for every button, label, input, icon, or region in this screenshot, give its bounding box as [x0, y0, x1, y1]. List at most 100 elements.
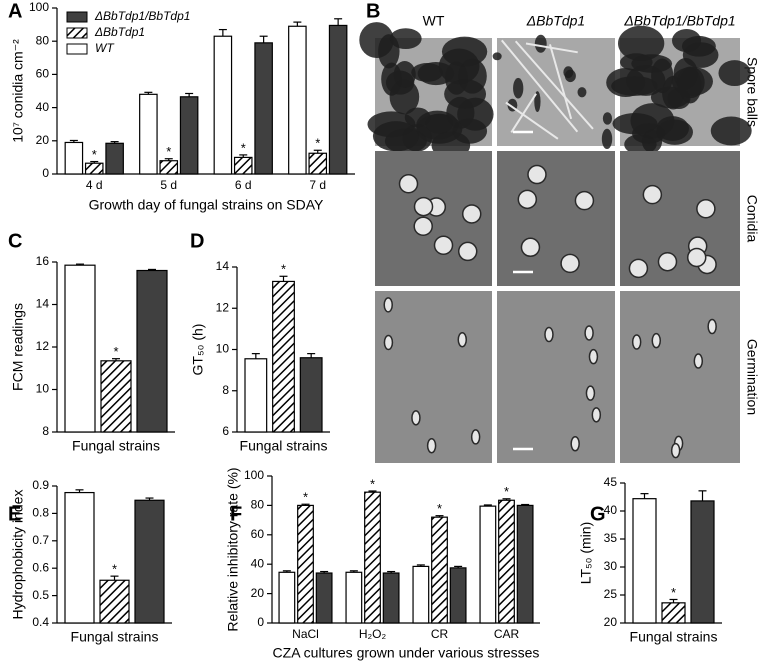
- y-tick-label: 60: [251, 527, 265, 541]
- spore-ball: [641, 129, 663, 153]
- bar: [159, 160, 179, 175]
- conidium: [457, 331, 468, 348]
- conidium: [517, 189, 538, 210]
- conidium: [686, 247, 707, 268]
- x-axis-label: CZA cultures grown under various stresse…: [273, 645, 540, 661]
- panel-letter: A: [8, 0, 22, 22]
- bar: [297, 504, 314, 624]
- conidium: [588, 348, 599, 365]
- y-tick-label: 35: [604, 531, 618, 545]
- micrograph: [497, 291, 615, 463]
- spore-ball: [564, 69, 576, 83]
- bar: [244, 358, 268, 433]
- y-tick-label: 40: [604, 503, 618, 517]
- x-tick-label: 4 d: [86, 178, 103, 192]
- bar: [99, 579, 130, 624]
- bar: [449, 567, 467, 624]
- y-axis-label: Relative inhibitory rate (%): [225, 467, 241, 631]
- y-tick-label: 14: [216, 259, 230, 273]
- conidium: [426, 437, 437, 454]
- legend-swatch: [66, 43, 88, 55]
- y-tick-label: 60: [36, 67, 50, 81]
- bar: [632, 498, 657, 624]
- spore-ball: [602, 112, 613, 125]
- significance-mark: *: [504, 484, 509, 499]
- significance-mark: *: [370, 476, 375, 491]
- y-tick-label: 10: [216, 342, 230, 356]
- bar: [64, 491, 95, 624]
- bar: [299, 357, 323, 433]
- spore-ball: [577, 87, 587, 98]
- conidium: [383, 297, 393, 313]
- y-tick-label: 80: [251, 498, 265, 512]
- spore-ball: [372, 121, 420, 152]
- y-tick-label: 20: [36, 133, 50, 147]
- conidium: [574, 190, 595, 211]
- spore-ball: [534, 34, 547, 53]
- bar: [516, 504, 534, 624]
- x-tick-label: CR: [431, 627, 449, 641]
- significance-mark: *: [281, 262, 286, 277]
- conidium: [657, 251, 678, 272]
- conidium: [591, 407, 602, 423]
- bar: [382, 572, 400, 624]
- bar: [288, 25, 307, 175]
- y-axis-label: GT₅₀ (h): [190, 324, 206, 376]
- x-tick-label: CAR: [494, 627, 520, 641]
- panel-letter: D: [190, 230, 204, 252]
- hypha: [505, 101, 559, 140]
- bar: [661, 602, 686, 624]
- y-tick-label: 8: [222, 383, 229, 397]
- bar: [139, 93, 158, 175]
- bar: [308, 152, 328, 175]
- hypha: [500, 39, 579, 133]
- bar: [134, 499, 165, 624]
- spore-ball: [389, 28, 422, 50]
- conidium: [631, 334, 642, 350]
- y-tick-label: 100: [244, 468, 264, 482]
- conidium: [461, 204, 482, 224]
- row-label: Conidia: [744, 195, 760, 243]
- significance-mark: *: [437, 501, 442, 516]
- spore-ball: [492, 52, 502, 61]
- significance-mark: *: [241, 140, 246, 155]
- x-tick-label: 7 d: [309, 178, 326, 192]
- significance-mark: *: [303, 490, 308, 505]
- y-tick-label: 20: [604, 615, 618, 629]
- y-tick-label: 30: [604, 559, 618, 573]
- conidium: [470, 429, 481, 445]
- x-axis-label: Fungal strains: [71, 629, 159, 645]
- bar: [100, 360, 132, 433]
- micrograph: [620, 291, 740, 463]
- y-tick-label: 100: [29, 0, 49, 14]
- panel-letter: C: [8, 230, 22, 252]
- y-tick-label: 8: [42, 424, 49, 438]
- bar: [690, 500, 715, 624]
- conidium: [585, 385, 596, 401]
- conidium: [560, 253, 580, 274]
- bar: [105, 142, 124, 175]
- spore-ball: [617, 25, 665, 62]
- significance-mark: *: [113, 344, 118, 359]
- y-tick-label: 12: [36, 339, 50, 353]
- spore-ball: [718, 60, 751, 87]
- bar: [233, 156, 253, 175]
- conidium: [584, 325, 594, 341]
- bar: [498, 499, 515, 624]
- conidium: [670, 442, 681, 459]
- significance-mark: *: [166, 144, 171, 159]
- spore-ball: [534, 91, 541, 112]
- bar: [431, 516, 448, 624]
- hypha: [514, 40, 594, 130]
- y-axis-label: 10⁷ conidia cm⁻²: [10, 39, 26, 143]
- x-axis-label: Fungal strains: [630, 629, 718, 645]
- y-axis-label: LT₅₀ (min): [578, 522, 594, 585]
- y-tick-label: 25: [604, 587, 618, 601]
- x-tick-label: 5 d: [160, 178, 177, 192]
- conidium: [696, 198, 716, 219]
- bar: [345, 571, 363, 624]
- bar: [412, 565, 430, 624]
- spore-ball: [679, 67, 702, 104]
- conidium: [642, 184, 663, 205]
